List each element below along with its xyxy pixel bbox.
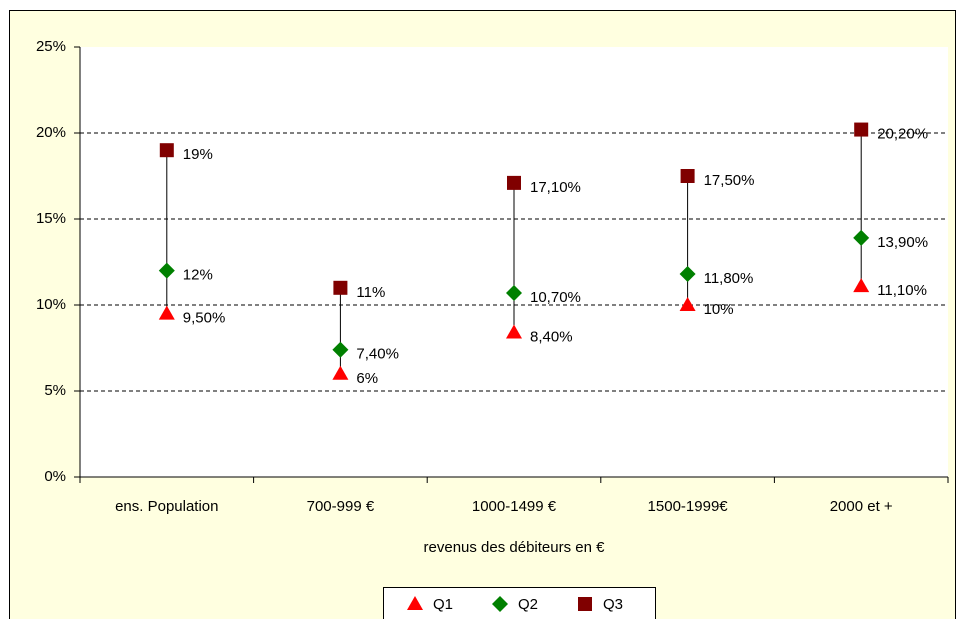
data-label: 7,40% — [356, 346, 399, 363]
data-label: 11,80% — [704, 270, 754, 287]
data-label: 17,10% — [530, 179, 581, 196]
data-label: 13,90% — [877, 234, 928, 251]
data-label: 10% — [704, 301, 734, 318]
data-point — [679, 266, 696, 283]
x-tick-label: 1000-1499 € — [472, 498, 557, 515]
data-point — [159, 143, 174, 158]
data-point — [158, 262, 175, 279]
x-tick-label: 1500-1999€ — [648, 498, 729, 515]
data-label: 9,50% — [183, 310, 226, 327]
legend-label: Q1 — [433, 596, 453, 613]
legend-marker — [407, 596, 423, 610]
data-point — [333, 280, 348, 295]
data-label: 11% — [356, 284, 385, 301]
y-tick-label: 5% — [44, 382, 66, 399]
y-tick-label: 25% — [36, 38, 66, 55]
legend-marker — [578, 597, 592, 611]
data-label: 10,70% — [530, 289, 581, 306]
legend-label: Q2 — [518, 596, 538, 613]
data-point — [506, 324, 522, 339]
data-point — [332, 365, 349, 380]
x-tick-label: 2000 et + — [830, 498, 893, 515]
data-point — [158, 305, 175, 320]
y-tick-label: 0% — [44, 468, 66, 485]
data-label: 12% — [183, 267, 213, 284]
data-label: 11,10% — [877, 282, 927, 299]
data-label: 8,40% — [530, 328, 573, 345]
legend-marker — [492, 596, 508, 612]
data-point — [679, 297, 696, 311]
legend-box — [383, 587, 656, 619]
data-point — [506, 284, 522, 301]
data-label: 20,20% — [877, 126, 928, 143]
data-point — [507, 175, 521, 190]
legend-label: Q3 — [603, 596, 623, 613]
x-axis-label: revenus des débiteurs en € — [424, 539, 606, 556]
data-label: 17,50% — [704, 172, 755, 189]
x-tick-label: 700-999 € — [307, 498, 375, 515]
data-label: 6% — [356, 370, 378, 387]
x-tick-label: ens. Population — [115, 498, 218, 515]
y-tick-label: 20% — [36, 124, 66, 141]
data-point — [853, 229, 870, 246]
data-point — [854, 122, 869, 137]
y-tick-label: 10% — [36, 296, 66, 313]
y-tick-label: 15% — [36, 210, 66, 227]
data-point — [680, 169, 695, 183]
data-point — [853, 278, 870, 293]
data-label: 19% — [183, 146, 213, 163]
data-point — [332, 341, 349, 358]
